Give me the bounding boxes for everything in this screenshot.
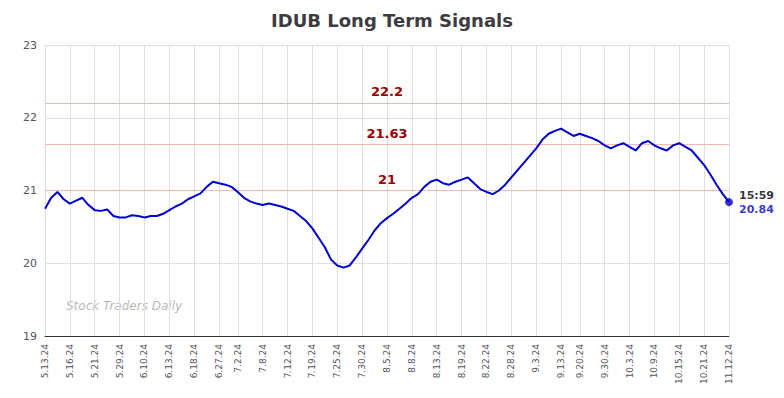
svg-text:7.30.24: 7.30.24 (357, 344, 367, 379)
svg-text:10.15.24: 10.15.24 (674, 344, 684, 384)
svg-text:9.20.24: 9.20.24 (575, 344, 585, 379)
svg-text:21: 21 (378, 172, 396, 187)
svg-text:22: 22 (23, 111, 37, 124)
svg-text:6.27.24: 6.27.24 (214, 344, 224, 379)
svg-text:19: 19 (23, 330, 37, 343)
svg-text:5.21.24: 5.21.24 (90, 344, 100, 379)
svg-text:IDUB Long Term Signals: IDUB Long Term Signals (271, 10, 513, 31)
svg-text:15:59: 15:59 (739, 189, 774, 202)
svg-text:10.3.24: 10.3.24 (625, 344, 635, 379)
svg-text:8.13.24: 8.13.24 (432, 344, 442, 379)
svg-text:9.3.24: 9.3.24 (531, 344, 541, 373)
svg-text:7.19.24: 7.19.24 (307, 344, 317, 379)
svg-text:9.13.24: 9.13.24 (556, 344, 566, 379)
svg-text:7.12.24: 7.12.24 (283, 344, 293, 379)
svg-text:21.63: 21.63 (366, 126, 407, 141)
svg-text:10.21.24: 10.21.24 (699, 344, 709, 384)
svg-text:8.19.24: 8.19.24 (457, 344, 467, 379)
svg-text:22.2: 22.2 (371, 84, 403, 99)
svg-text:8.28.24: 8.28.24 (506, 344, 516, 379)
svg-text:8.22.24: 8.22.24 (481, 344, 491, 379)
svg-text:7.25.24: 7.25.24 (332, 344, 342, 379)
svg-text:Stock Traders Daily: Stock Traders Daily (66, 299, 183, 313)
svg-text:5.16.24: 5.16.24 (65, 344, 75, 379)
svg-text:10.9.24: 10.9.24 (649, 344, 659, 379)
svg-text:5.29.24: 5.29.24 (115, 344, 125, 379)
svg-text:6.10.24: 6.10.24 (139, 344, 149, 379)
svg-text:8.8.24: 8.8.24 (407, 344, 417, 373)
svg-text:11.12.24: 11.12.24 (724, 344, 734, 384)
svg-text:9.30.24: 9.30.24 (600, 344, 610, 379)
svg-text:8.5.24: 8.5.24 (382, 344, 392, 373)
svg-text:6.18.24: 6.18.24 (189, 344, 199, 379)
svg-text:20: 20 (23, 257, 37, 270)
svg-text:7.8.24: 7.8.24 (258, 344, 268, 373)
svg-text:21: 21 (23, 184, 37, 197)
svg-text:5.13.24: 5.13.24 (40, 344, 50, 379)
svg-text:20.84: 20.84 (739, 203, 774, 216)
svg-text:6.13.24: 6.13.24 (164, 344, 174, 379)
svg-text:23: 23 (23, 39, 37, 52)
svg-text:7.2.24: 7.2.24 (233, 344, 243, 373)
